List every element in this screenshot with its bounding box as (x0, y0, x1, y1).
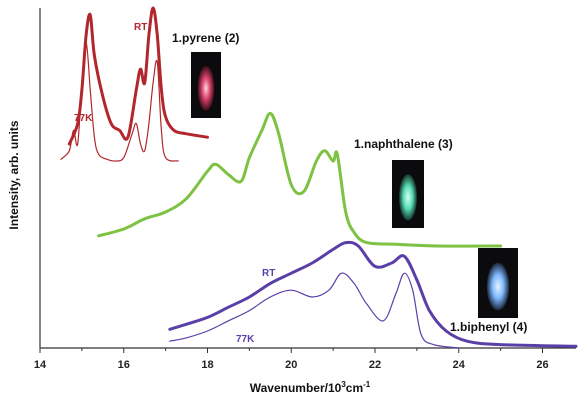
1-biphenyl-4-77k-curve (169, 272, 460, 349)
x-tick-label: 14 (34, 359, 47, 371)
x-tick-label: 22 (369, 359, 381, 371)
biphenyl-label: 1.biphenyl (4) (450, 320, 527, 334)
luminescent-sample-glow (486, 262, 510, 311)
x-ticks: 14 16 18 20 22 24 26 (34, 348, 549, 371)
pyrene-label: 1.pyrene (2) (172, 31, 239, 45)
luminescent-sample-glow (197, 65, 215, 111)
luminescent-sample-glow (399, 174, 417, 221)
1-pyrene-2-77k-curve (60, 41, 179, 162)
y-axis-title: Intensity, arb. units (7, 120, 21, 229)
x-tick-label: 26 (536, 359, 548, 371)
1-biphenyl-4-rt-curve (168, 240, 578, 348)
x-axis-title: Wavenumber/103cm-1 (250, 380, 371, 395)
x-tick-label: 16 (118, 359, 130, 371)
pyrene-77k-label: 77K (74, 113, 93, 124)
1-naphthalene-3-sample-photo (392, 160, 424, 228)
1-pyrene-2-rt-curve (67, 6, 209, 146)
sample-photos (191, 52, 518, 318)
naphthalene-label: 1.naphthalene (3) (354, 137, 453, 151)
x-tick-label: 18 (201, 359, 213, 371)
1-biphenyl-4-sample-photo (478, 248, 518, 318)
biphenyl-rt-label: RT (262, 268, 275, 279)
1-pyrene-2-sample-photo (191, 52, 221, 118)
1-naphthalene-3-rt-curve (97, 111, 503, 248)
spectra-curves (60, 6, 578, 349)
x-tick-label: 20 (285, 359, 297, 371)
x-tick-label: 24 (453, 359, 466, 371)
pyrene-rt-label: RT (134, 22, 147, 33)
biphenyl-77k-label: 77K (236, 334, 255, 345)
